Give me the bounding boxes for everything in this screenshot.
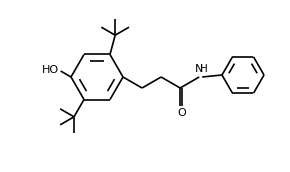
Text: H: H [200,64,208,74]
Text: HO: HO [41,65,59,75]
Text: O: O [177,108,186,118]
Text: N: N [195,64,203,74]
